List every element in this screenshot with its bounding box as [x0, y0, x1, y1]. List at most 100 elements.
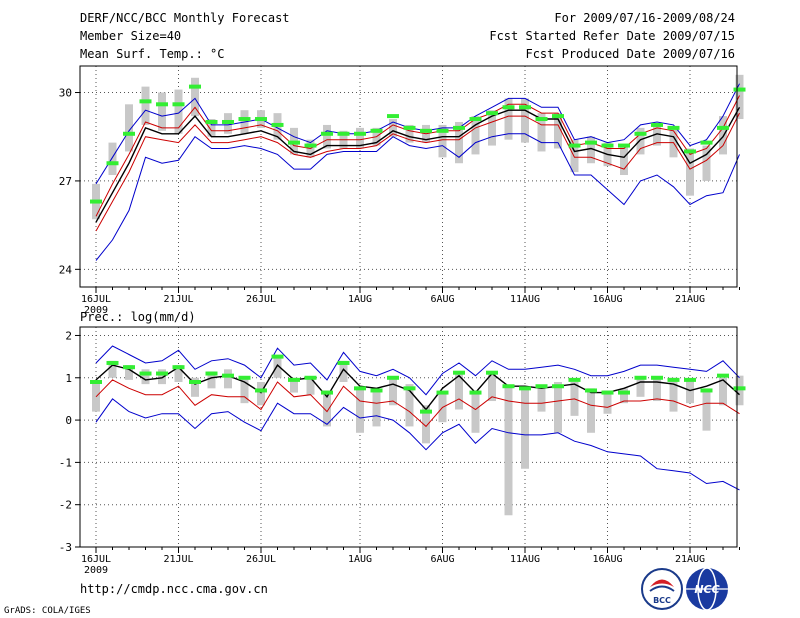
prec-spread-bar [356, 388, 364, 433]
temp-spread-bar [125, 104, 133, 152]
temp-xtick-label: 16JUL [81, 294, 111, 305]
temp-spread-bar [389, 119, 397, 137]
temp-spread-bar [504, 98, 513, 140]
temp-spread-bar [405, 124, 414, 143]
temp-spread-bar [191, 77, 199, 117]
temp-spread-bar [735, 74, 744, 120]
prec-ytick-label: -1 [59, 456, 72, 469]
member-size-label: Member Size=40 [80, 29, 182, 43]
prec-obs-marker [436, 390, 449, 395]
forecast-period-label: For 2009/07/16-2009/08/24 [554, 11, 735, 25]
temp-obs-marker [255, 117, 267, 122]
temp-obs-marker [189, 84, 201, 89]
temp-obs-marker [156, 102, 168, 107]
temp-spread-bar [686, 148, 694, 196]
prec-spread-bar [686, 379, 694, 404]
chart-title: DERF/NCC/BCC Monthly Forecast [80, 11, 290, 25]
prec-xtick-label: 6AUG [430, 554, 454, 565]
temp-obs-marker [700, 140, 713, 145]
prec-obs-marker [255, 388, 267, 393]
temp-spread-bar [455, 121, 463, 164]
bcc-logo: BCC [641, 568, 683, 610]
prec-xtick-label: 16JUL [81, 554, 111, 565]
temp-ytick-label: 27 [59, 175, 72, 188]
prec-obs-marker [139, 371, 152, 376]
prec-xtick-label: 21AUG [675, 554, 705, 565]
prec-obs-marker [453, 370, 465, 375]
prec-xtick-label: 26JUL [246, 554, 276, 565]
prec-spread-bar [603, 390, 612, 414]
temp-spread-bar [653, 124, 661, 146]
prec-obs-marker [486, 370, 498, 375]
prec-obs-marker [370, 388, 383, 393]
temp-spread-bar [719, 116, 727, 155]
temp-xtick-label: 6AUG [430, 294, 454, 305]
temp-spread-bar [356, 127, 364, 149]
prec-obs-marker [288, 377, 300, 382]
temp-spread-bar [521, 98, 529, 143]
temp-obs-marker [486, 111, 498, 116]
variable-label: Mean Surf. Temp.: °C [80, 47, 225, 61]
temp-spread-bar [488, 110, 496, 146]
temp-series-mean-line [95, 106, 741, 223]
prec-obs-marker [552, 384, 564, 389]
temp-obs-marker [469, 117, 482, 122]
temp-spread-bar [438, 124, 447, 158]
prec-spread-bar [389, 377, 397, 406]
temp-spread-bar [587, 136, 595, 164]
temp-obs-marker [502, 105, 515, 110]
prec-obs-marker [568, 377, 581, 382]
source-url[interactable]: http://cmdp.ncc.cma.gov.cn [80, 582, 268, 596]
prec-obs-marker [172, 365, 185, 370]
temp-obs-marker [271, 122, 284, 127]
prec-spread-bar [405, 384, 414, 427]
prec-spread-bar [372, 390, 381, 427]
prec-obs-marker [106, 360, 119, 365]
bcc-logo-swirl [650, 579, 674, 587]
prec-spread-bar [587, 388, 595, 433]
bcc-logo-text: BCC [653, 596, 671, 605]
ncc-logo-text: NCC [694, 583, 719, 596]
prec-obs-marker [354, 386, 366, 391]
prec-spread-bar [92, 382, 100, 412]
prec-spread-bar [339, 360, 348, 382]
prec-obs-marker [733, 386, 746, 391]
prec-obs-marker [420, 409, 432, 414]
prec-plot-frame [79, 326, 738, 548]
prec-spread-bar [702, 388, 711, 431]
prec-spread-bar [158, 369, 166, 385]
prec-obs-marker [321, 390, 333, 395]
prec-obs-marker [238, 375, 251, 380]
temp-obs-marker [172, 102, 185, 107]
prec-xtick-label: 11AUG [510, 554, 540, 565]
temp-obs-marker [667, 125, 680, 130]
prec-ytick-label: 0 [65, 414, 72, 427]
temp-spread-bar [207, 119, 216, 137]
prec-xtick-label: 1AUG [348, 554, 372, 565]
temp-obs-marker [684, 149, 696, 154]
grads-credit: GrADS: COLA/IGES [4, 606, 91, 616]
prec-spread-bar [653, 377, 661, 402]
temp-obs-marker [387, 114, 399, 119]
prec-spread-bar [620, 388, 628, 404]
prec-spread-bar [125, 365, 133, 380]
prec-spread-bar [488, 371, 496, 402]
prec-spread-bar [306, 377, 315, 395]
prec-spread-bar [290, 377, 298, 393]
temp-obs-marker [370, 128, 383, 133]
prec-obs-marker [387, 375, 399, 380]
prec-obs-marker [123, 365, 135, 370]
prec-xtick-label: 21JUL [163, 554, 193, 565]
prec-spread-bar [207, 371, 216, 389]
prec-obs-marker [403, 386, 416, 391]
prec-spread-bar [323, 390, 331, 427]
temp-obs-marker [205, 119, 218, 124]
temp-spread-bar [108, 142, 117, 176]
temp-xtick-label: 21JUL [163, 294, 193, 305]
prec-obs-marker [156, 371, 168, 376]
prec-spread-bar [273, 356, 282, 378]
prec-obs-marker [189, 380, 201, 384]
bcc-logo-wave [649, 585, 675, 592]
temp-obs-marker [139, 99, 152, 104]
